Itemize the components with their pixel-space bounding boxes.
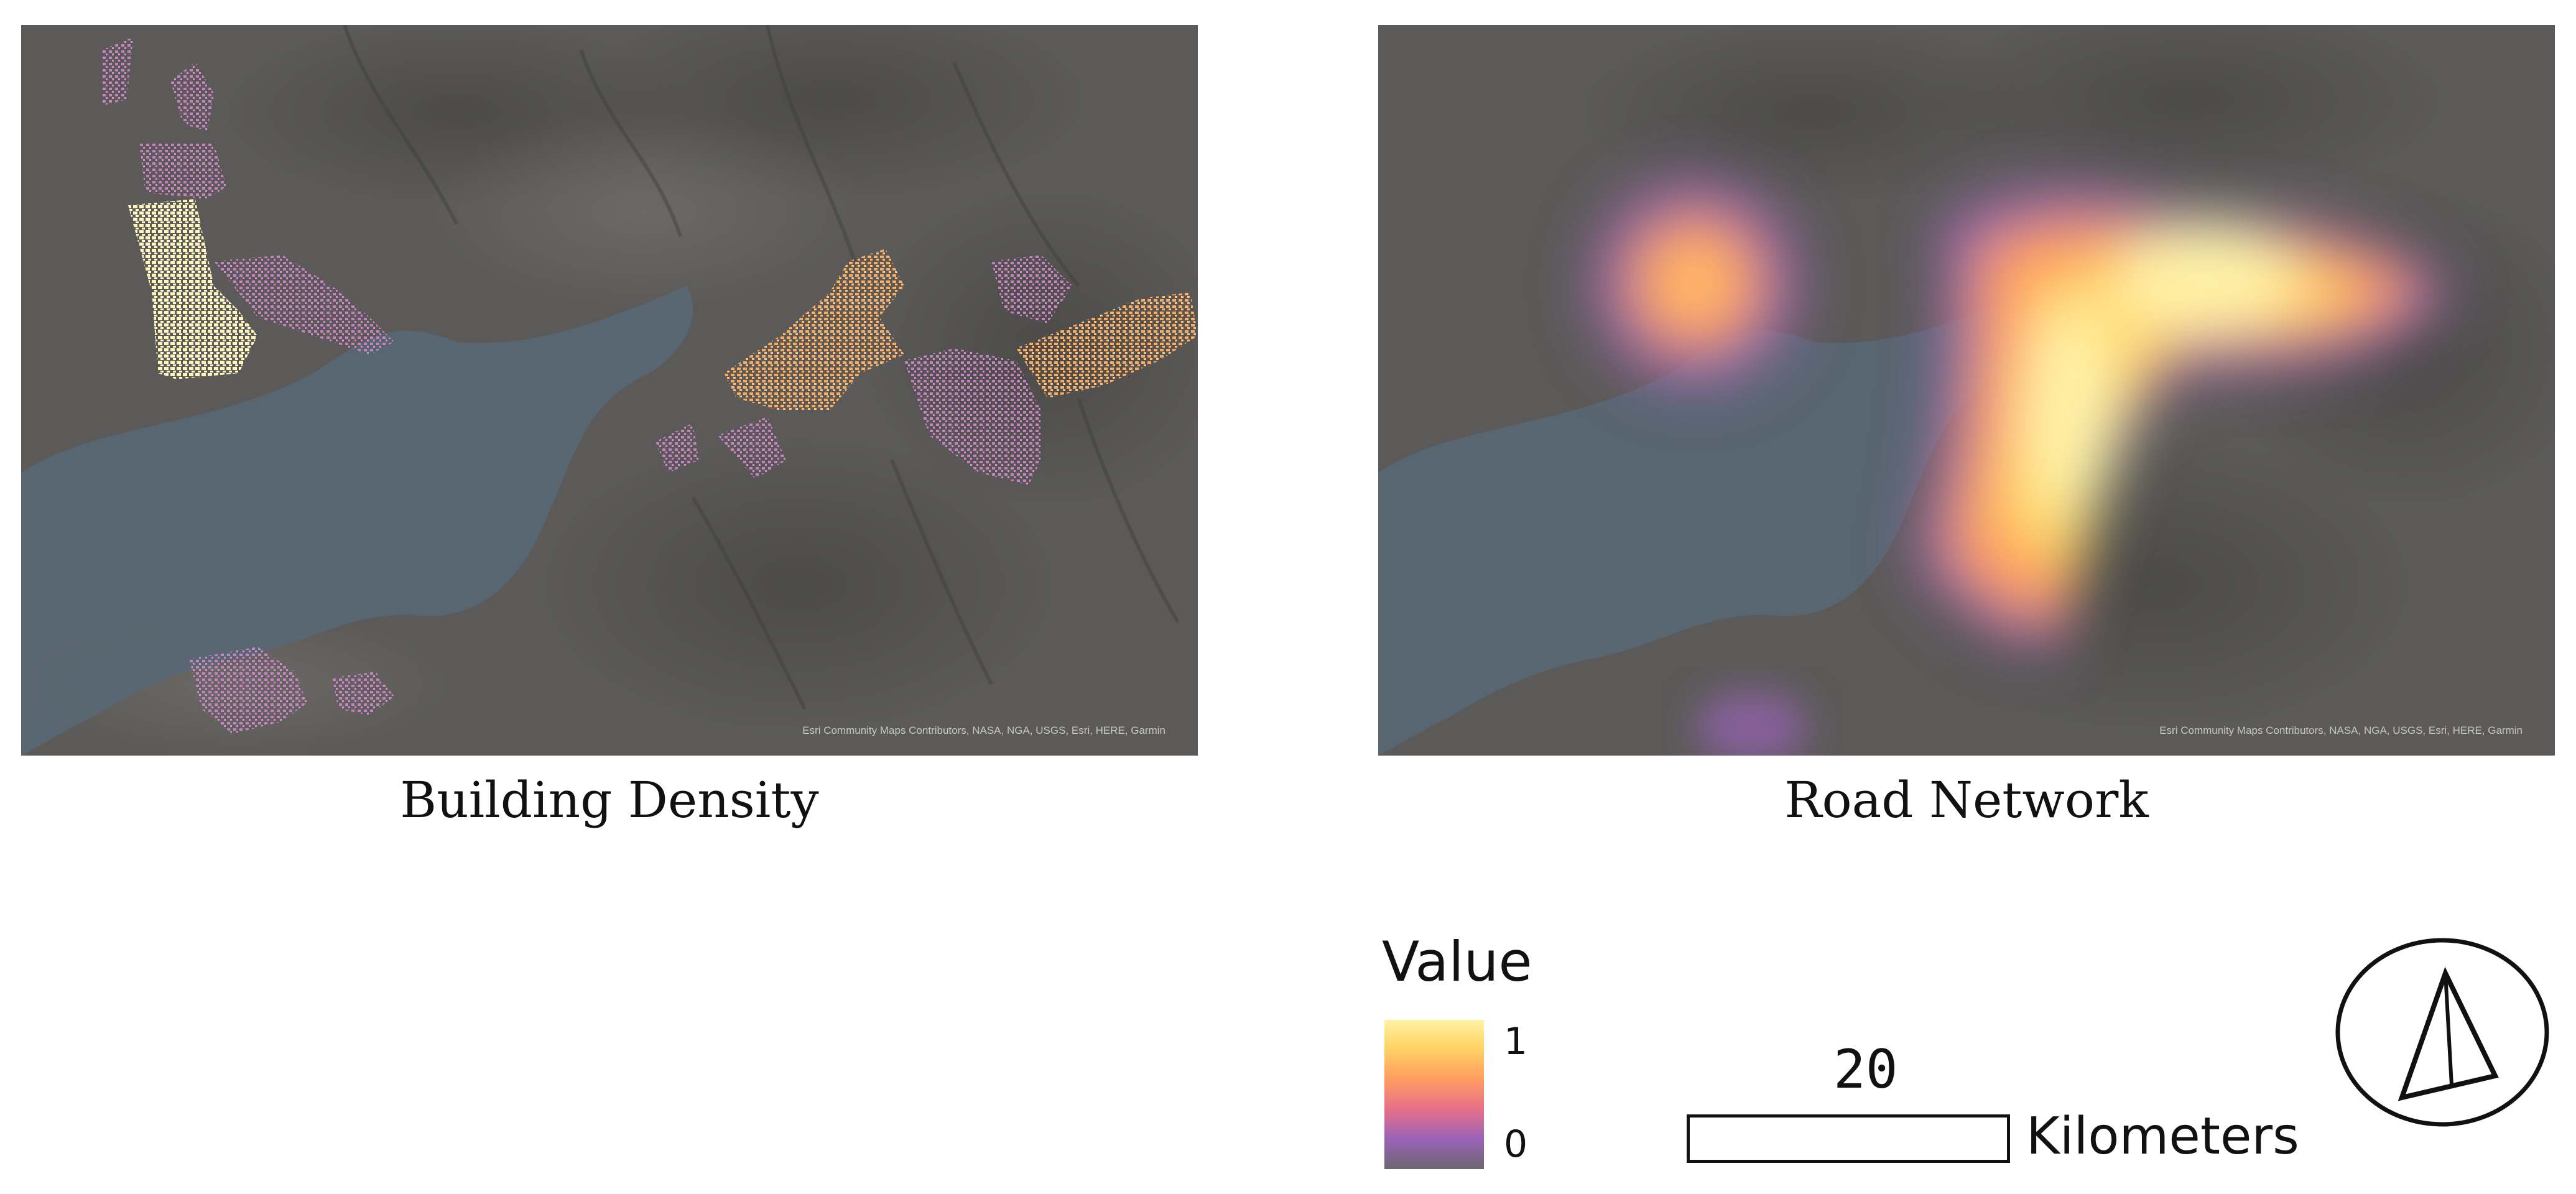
road-network-map: Esri Community Maps Contributors, NASA, … [1378, 25, 2555, 756]
building-density-caption: Building Density [400, 771, 819, 829]
north-arrow-icon [2333, 936, 2551, 1129]
scale-bar-unit: Kilometers [2026, 1107, 2299, 1166]
legend-title: Value [1382, 930, 1532, 994]
legend-color-ramp [1384, 1020, 1484, 1169]
legend-max-label: 1 [1504, 1020, 1528, 1063]
map-attribution: Esri Community Maps Contributors, NASA, … [2159, 724, 2523, 736]
scale-bar-value: 20 [1833, 1039, 1898, 1101]
scale-bar [1687, 1114, 2010, 1163]
building-density-map-canvas [21, 25, 1198, 756]
building-density-map: Esri Community Maps Contributors, NASA, … [21, 25, 1198, 756]
legend-min-label: 0 [1504, 1122, 1528, 1166]
road-network-map-canvas [1378, 25, 2555, 756]
map-attribution: Esri Community Maps Contributors, NASA, … [802, 724, 1165, 736]
north-arrow-graphic [2335, 938, 2549, 1127]
road-network-caption: Road Network [1784, 771, 2149, 829]
